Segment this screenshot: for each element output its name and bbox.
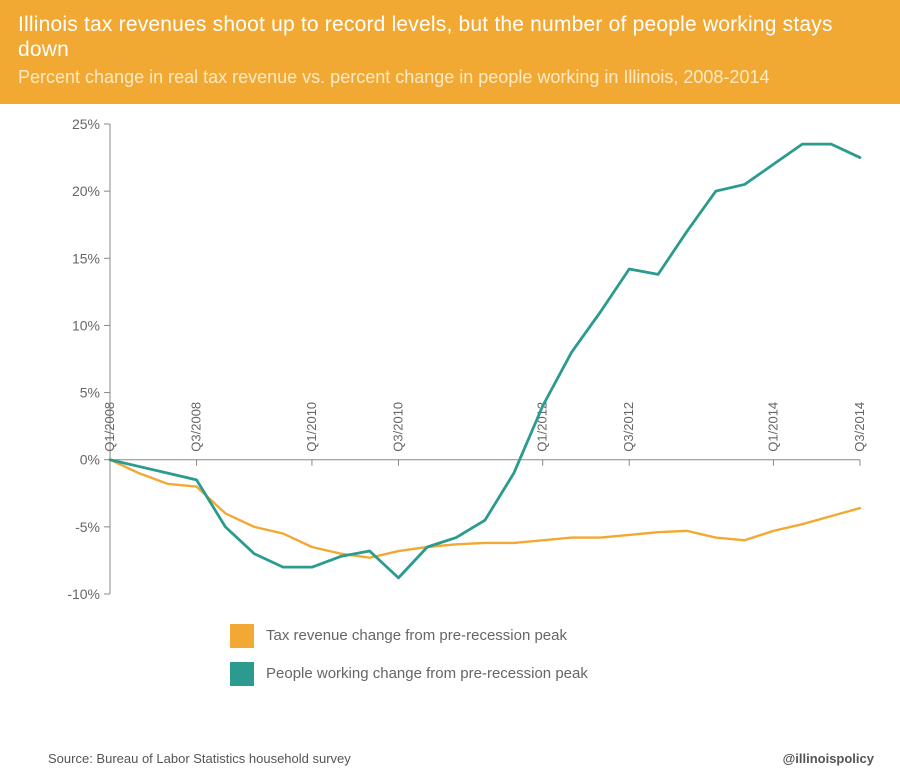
svg-text:Q1/2010: Q1/2010 <box>304 402 319 452</box>
legend-item: People working change from pre-recession… <box>230 662 900 686</box>
chart-footer: Source: Bureau of Labor Statistics house… <box>0 751 900 766</box>
chart-title: Illinois tax revenues shoot up to record… <box>18 12 882 62</box>
people_working-line <box>110 144 860 578</box>
legend-label: People working change from pre-recession… <box>266 665 588 682</box>
svg-text:10%: 10% <box>72 317 100 333</box>
svg-text:Q1/2014: Q1/2014 <box>765 402 780 452</box>
tax_revenue-line <box>110 459 860 557</box>
source-text: Source: Bureau of Labor Statistics house… <box>48 751 351 766</box>
svg-text:20%: 20% <box>72 183 100 199</box>
svg-text:Q3/2014: Q3/2014 <box>852 402 867 452</box>
chart-subtitle: Percent change in real tax revenue vs. p… <box>18 66 882 89</box>
svg-text:-5%: -5% <box>75 519 100 535</box>
svg-text:Q1/2008: Q1/2008 <box>102 402 117 452</box>
svg-text:15%: 15% <box>72 250 100 266</box>
legend-label: Tax revenue change from pre-recession pe… <box>266 627 567 644</box>
svg-text:Q3/2010: Q3/2010 <box>390 402 405 452</box>
chart-area: -10% -5% 0% 5% 10% 15% 20% 25% Q1/2008 Q3/2008 Q1/… <box>0 104 900 614</box>
svg-text:Q3/2008: Q3/2008 <box>189 402 204 452</box>
attribution-text: @illinoispolicy <box>783 751 874 766</box>
svg-text:Q3/2012: Q3/2012 <box>621 402 636 452</box>
legend-item: Tax revenue change from pre-recession pe… <box>230 624 900 648</box>
line-chart-svg: -10% -5% 0% 5% 10% 15% 20% 25% Q1/2008 Q3/2008 Q1/… <box>0 104 900 614</box>
svg-text:25%: 25% <box>72 116 100 132</box>
chart-header: Illinois tax revenues shoot up to record… <box>0 0 900 104</box>
legend: Tax revenue change from pre-recession pe… <box>230 624 900 686</box>
svg-text:-10%: -10% <box>67 586 100 602</box>
svg-text:5%: 5% <box>80 384 100 400</box>
legend-swatch <box>230 662 254 686</box>
legend-swatch <box>230 624 254 648</box>
svg-text:0%: 0% <box>80 451 100 467</box>
